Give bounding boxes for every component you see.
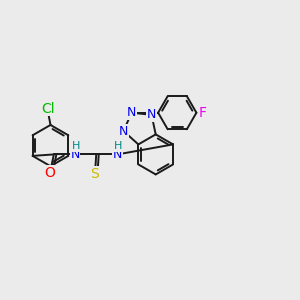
Text: N: N xyxy=(113,148,122,161)
Text: O: O xyxy=(44,166,55,180)
Text: N: N xyxy=(127,106,136,119)
Text: S: S xyxy=(90,167,99,181)
Text: N: N xyxy=(119,124,128,137)
Text: H: H xyxy=(71,141,80,151)
Text: Cl: Cl xyxy=(41,102,55,116)
Text: N: N xyxy=(70,148,80,161)
Text: H: H xyxy=(114,141,122,151)
Text: F: F xyxy=(199,106,207,120)
Text: N: N xyxy=(147,108,156,121)
